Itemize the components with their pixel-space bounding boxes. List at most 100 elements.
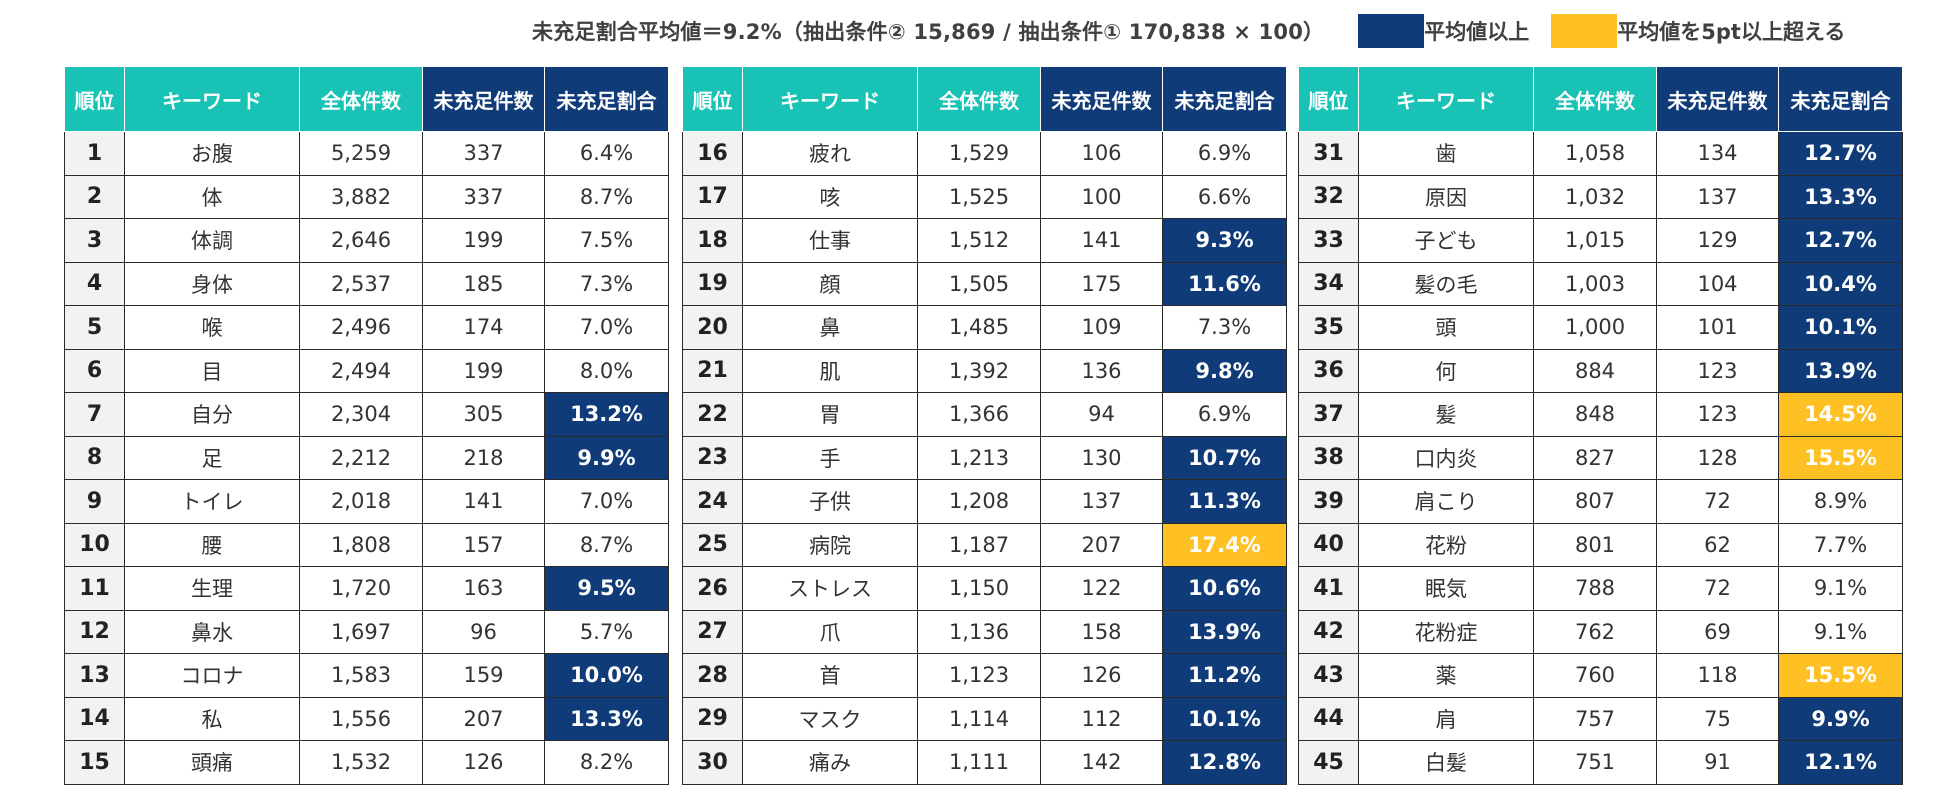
total-count-cell: 2,304 [299, 392, 423, 437]
total-count-cell: 1,000 [1533, 305, 1657, 350]
keyword-cell: ストレス [742, 566, 918, 611]
rank-cell: 29 [682, 696, 743, 741]
table-row: 37 髪 848 123 14.5% [1298, 392, 1903, 437]
total-count-cell: 1,808 [299, 522, 423, 567]
unmet-ratio-cell: 5.7% [544, 609, 669, 654]
unmet-count-cell: 207 [422, 696, 545, 741]
unmet-ratio-cell: 7.0% [544, 305, 669, 350]
total-count-cell: 801 [1533, 522, 1657, 567]
rank-cell: 8 [64, 435, 125, 480]
rank-cell: 12 [64, 609, 125, 654]
table-row: 25 病院 1,187 207 17.4% [682, 522, 1287, 567]
unmet-count-cell: 163 [422, 566, 545, 611]
keyword-cell: 肩こり [1358, 479, 1534, 524]
ranking-table-3: 順位 キーワード 全体件数 未充足件数 未充足割合 31 歯 1,058 134 12.… [1298, 66, 1903, 785]
unmet-ratio-cell: 9.9% [1778, 696, 1903, 741]
rank-cell: 30 [682, 740, 743, 785]
header-total: 全体件数 [917, 66, 1041, 132]
unmet-count-cell: 128 [1656, 435, 1779, 480]
keyword-cell: 胃 [742, 392, 918, 437]
keyword-cell: 爪 [742, 609, 918, 654]
table-row: 34 髪の毛 1,003 104 10.4% [1298, 261, 1903, 306]
ranking-table-2: 順位 キーワード 全体件数 未充足件数 未充足割合 16 疲れ 1,529 106 6.… [682, 66, 1287, 785]
rank-cell: 7 [64, 392, 125, 437]
header-unmet: 未充足件数 [422, 66, 545, 132]
rank-cell: 31 [1298, 131, 1359, 176]
table-header-row: 順位 キーワード 全体件数 未充足件数 未充足割合 [682, 66, 1287, 132]
rank-cell: 18 [682, 218, 743, 263]
keyword-cell: 肩 [1358, 696, 1534, 741]
header-total: 全体件数 [1533, 66, 1657, 132]
rank-cell: 39 [1298, 479, 1359, 524]
rank-cell: 43 [1298, 653, 1359, 698]
table-row: 13 コロナ 1,583 159 10.0% [64, 653, 669, 698]
total-count-cell: 2,537 [299, 261, 423, 306]
header-ratio: 未充足割合 [1778, 66, 1903, 132]
keyword-cell: 仕事 [742, 218, 918, 263]
total-count-cell: 1,187 [917, 522, 1041, 567]
unmet-count-cell: 109 [1040, 305, 1163, 350]
keyword-cell: 首 [742, 653, 918, 698]
rank-cell: 10 [64, 522, 125, 567]
unmet-count-cell: 62 [1656, 522, 1779, 567]
table-row: 43 薬 760 118 15.5% [1298, 653, 1903, 698]
table-row: 14 私 1,556 207 13.3% [64, 696, 669, 741]
unmet-count-cell: 75 [1656, 696, 1779, 741]
table-row: 10 腰 1,808 157 8.7% [64, 522, 669, 567]
rank-cell: 41 [1298, 566, 1359, 611]
unmet-ratio-cell: 9.5% [544, 566, 669, 611]
table-row: 24 子供 1,208 137 11.3% [682, 479, 1287, 524]
total-count-cell: 760 [1533, 653, 1657, 698]
header-ratio: 未充足割合 [544, 66, 669, 132]
unmet-ratio-cell: 8.0% [544, 348, 669, 393]
rank-cell: 44 [1298, 696, 1359, 741]
table-row: 31 歯 1,058 134 12.7% [1298, 131, 1903, 176]
unmet-ratio-cell: 9.3% [1162, 218, 1287, 263]
total-count-cell: 1,556 [299, 696, 423, 741]
rank-cell: 9 [64, 479, 125, 524]
unmet-ratio-cell: 17.4% [1162, 522, 1287, 567]
keyword-cell: 腰 [124, 522, 300, 567]
unmet-ratio-cell: 9.9% [544, 435, 669, 480]
unmet-count-cell: 96 [422, 609, 545, 654]
unmet-ratio-cell: 8.2% [544, 740, 669, 785]
rank-cell: 15 [64, 740, 125, 785]
total-count-cell: 1,392 [917, 348, 1041, 393]
rank-cell: 20 [682, 305, 743, 350]
unmet-ratio-cell: 7.5% [544, 218, 669, 263]
table-row: 8 足 2,212 218 9.9% [64, 435, 669, 480]
unmet-count-cell: 106 [1040, 131, 1163, 176]
unmet-ratio-cell: 7.3% [544, 261, 669, 306]
keyword-cell: 鼻 [742, 305, 918, 350]
unmet-ratio-cell: 7.3% [1162, 305, 1287, 350]
unmet-count-cell: 123 [1656, 392, 1779, 437]
keyword-cell: 髪の毛 [1358, 261, 1534, 306]
total-count-cell: 1,003 [1533, 261, 1657, 306]
keyword-cell: 白髪 [1358, 740, 1534, 785]
table-row: 20 鼻 1,485 109 7.3% [682, 305, 1287, 350]
keyword-cell: 頭痛 [124, 740, 300, 785]
rank-cell: 36 [1298, 348, 1359, 393]
rank-cell: 27 [682, 609, 743, 654]
table-row: 15 頭痛 1,532 126 8.2% [64, 740, 669, 785]
rank-cell: 14 [64, 696, 125, 741]
table-row: 7 自分 2,304 305 13.2% [64, 392, 669, 437]
unmet-ratio-cell: 11.2% [1162, 653, 1287, 698]
unmet-count-cell: 158 [1040, 609, 1163, 654]
legend-label-over-5pt: 平均値を5pt以上超える [1617, 20, 1846, 44]
unmet-count-cell: 94 [1040, 392, 1163, 437]
unmet-ratio-cell: 6.9% [1162, 392, 1287, 437]
total-count-cell: 1,512 [917, 218, 1041, 263]
unmet-count-cell: 100 [1040, 174, 1163, 219]
table-row: 3 体調 2,646 199 7.5% [64, 218, 669, 263]
keyword-cell: マスク [742, 696, 918, 741]
table-row: 9 トイレ 2,018 141 7.0% [64, 479, 669, 524]
keyword-cell: 病院 [742, 522, 918, 567]
unmet-count-cell: 218 [422, 435, 545, 480]
unmet-count-cell: 134 [1656, 131, 1779, 176]
keyword-cell: 眠気 [1358, 566, 1534, 611]
total-count-cell: 2,018 [299, 479, 423, 524]
table-row: 30 痛み 1,111 142 12.8% [682, 740, 1287, 785]
unmet-count-cell: 126 [422, 740, 545, 785]
unmet-ratio-cell: 8.7% [544, 522, 669, 567]
